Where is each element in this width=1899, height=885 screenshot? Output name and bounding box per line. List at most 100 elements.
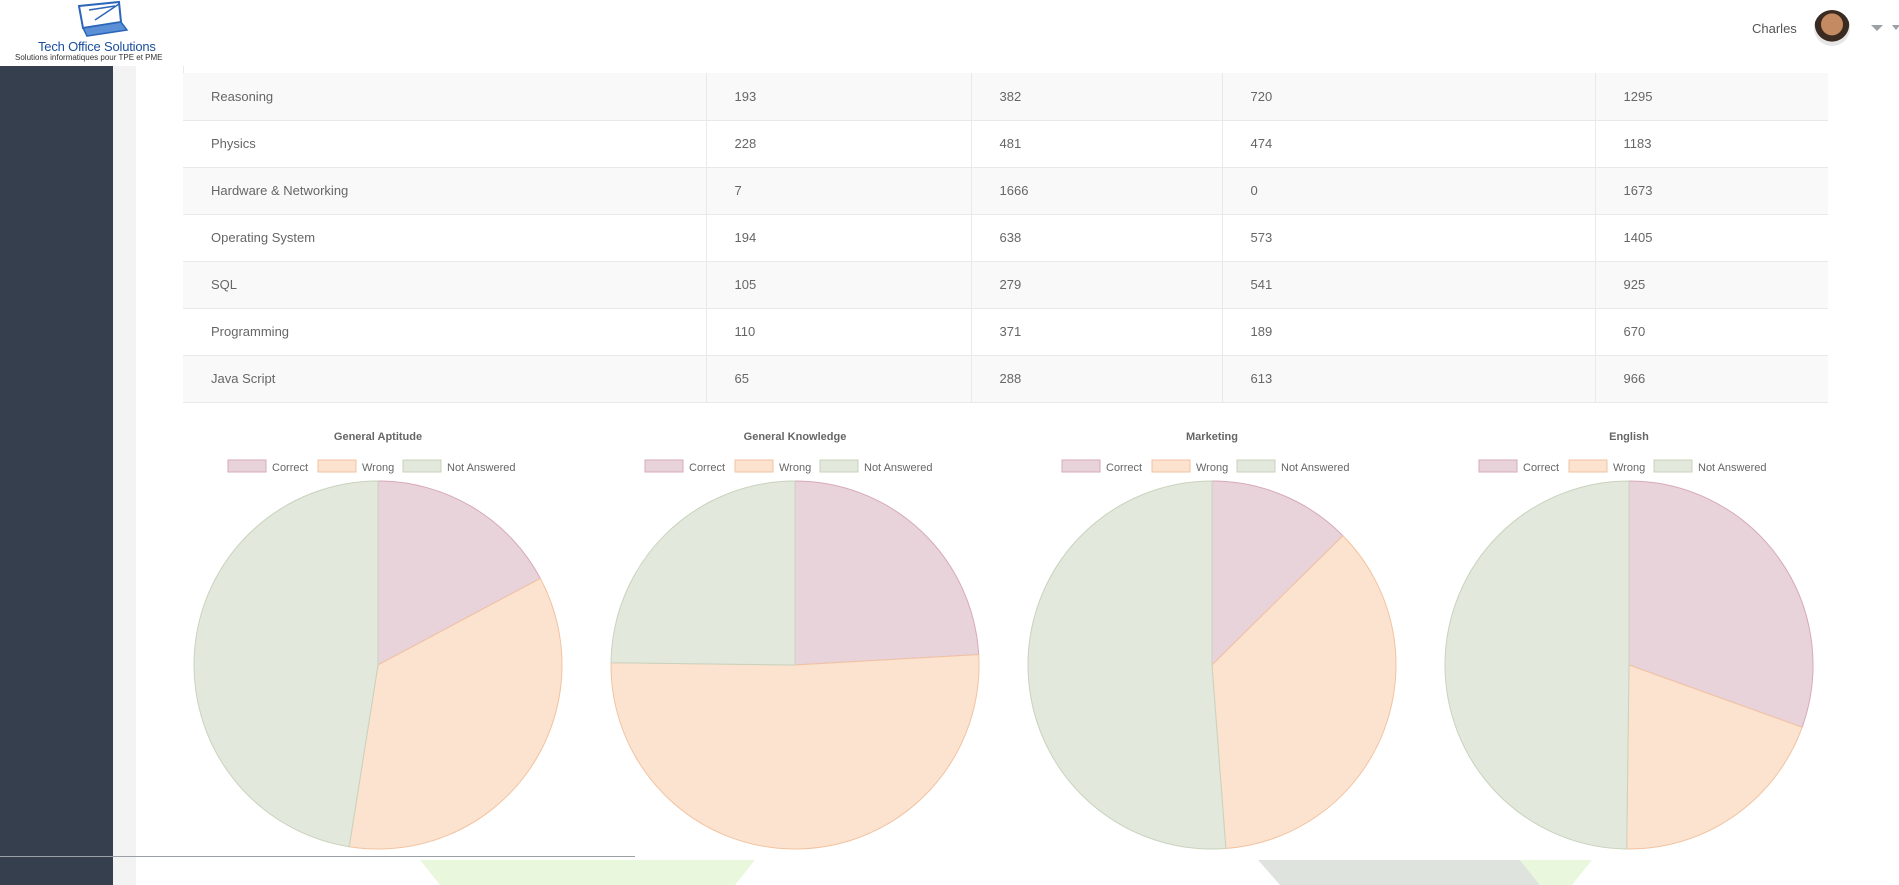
pie-slice-wrong[interactable] (1211, 535, 1397, 850)
next-charts-partial (420, 860, 1592, 885)
table-header-remnant (183, 66, 1828, 74)
legend-swatch[interactable] (1236, 459, 1276, 473)
cell-correct: 7 (706, 167, 972, 215)
laptop-logo-icon (77, 0, 129, 37)
partial-chart-shape (420, 860, 755, 885)
partial-chart-shape (1520, 860, 1592, 885)
legend-label[interactable]: Not Answered (1281, 462, 1349, 474)
chevron-down-icon[interactable] (1871, 25, 1883, 31)
cell-subject: Reasoning (183, 73, 707, 121)
table-row: Reasoning 193 382 720 1295 (183, 73, 1828, 121)
table-row: Hardware & Networking 7 1666 0 1673 (183, 167, 1828, 215)
legend-label[interactable]: Not Answered (447, 462, 515, 474)
cell-subject: Java Script (183, 355, 707, 403)
pie-slice-correct[interactable] (794, 480, 980, 666)
pie-slice-not-answered[interactable] (1444, 480, 1630, 850)
pie-charts-row: General Aptitude Correct Wrong Not Answered… (183, 420, 1828, 860)
cell-total: 670 (1595, 308, 1828, 356)
pie-slice-wrong[interactable] (610, 654, 980, 850)
scores-table: Reasoning 193 382 720 1295 Physics 228 481 474 11… (183, 73, 1828, 403)
legend-swatch[interactable] (644, 459, 684, 473)
pie-slice-wrong[interactable] (348, 577, 563, 850)
legend-label[interactable]: Correct (272, 462, 308, 474)
chart-title: General Aptitude (334, 431, 422, 443)
cell-wrong: 288 (971, 355, 1223, 403)
pie-slice-correct[interactable] (377, 480, 542, 666)
table-row: Programming 110 371 189 670 (183, 308, 1828, 356)
table-row: Operating System 194 638 573 1405 (183, 214, 1828, 262)
cell-subject: Programming (183, 308, 707, 356)
cell-not-answered: 573 (1222, 214, 1596, 262)
logo-tagline: Solutions informatiques pour TPE et PME (15, 53, 163, 62)
cell-wrong: 382 (971, 73, 1223, 121)
pie-slice-wrong[interactable] (1626, 664, 1803, 850)
top-navbar: Tech Office Solutions Solutions informat… (0, 0, 1899, 66)
cell-not-answered: 0 (1222, 167, 1596, 215)
cell-wrong: 638 (971, 214, 1223, 262)
pie-slice-correct[interactable] (1211, 480, 1344, 667)
legend-swatch[interactable] (227, 459, 267, 473)
legend-swatch[interactable] (1061, 459, 1101, 473)
table-row: Physics 228 481 474 1183 (183, 120, 1828, 168)
cell-total: 1405 (1595, 214, 1828, 262)
legend-swatch[interactable] (1151, 459, 1191, 473)
cell-correct: 110 (706, 308, 972, 356)
pie-chart: English Correct Wrong Not Answered (1444, 431, 1814, 850)
cell-subject: Operating System (183, 214, 707, 262)
legend-label[interactable]: Wrong (1196, 462, 1228, 474)
sidebar (0, 66, 113, 885)
pie-slice-not-answered[interactable] (610, 480, 796, 666)
pie-slice-not-answered[interactable] (1027, 480, 1227, 850)
cell-not-answered: 613 (1222, 355, 1596, 403)
table-row: Java Script 65 288 613 966 (183, 355, 1828, 403)
company-logo[interactable]: Tech Office Solutions Solutions informat… (10, 0, 190, 64)
legend-swatch[interactable] (1478, 459, 1518, 473)
partial-chart-shape (1258, 860, 1540, 885)
user-name[interactable]: Charles (1752, 21, 1797, 36)
pie-chart: General Knowledge Correct Wrong Not Answere… (610, 431, 980, 850)
table-row: SQL 105 279 541 925 (183, 261, 1828, 309)
legend-label[interactable]: Not Answered (1698, 462, 1766, 474)
chart-title: Marketing (1186, 431, 1238, 443)
user-avatar[interactable] (1814, 10, 1850, 46)
legend-label[interactable]: Correct (1523, 462, 1559, 474)
cell-wrong: 481 (971, 120, 1223, 168)
legend-swatch[interactable] (734, 459, 774, 473)
cell-not-answered: 189 (1222, 308, 1596, 356)
chevron-down-icon[interactable] (1892, 25, 1899, 30)
legend-label[interactable]: Wrong (362, 462, 394, 474)
cell-correct: 194 (706, 214, 972, 262)
cell-wrong: 371 (971, 308, 1223, 356)
cell-not-answered: 720 (1222, 73, 1596, 121)
cell-total: 925 (1595, 261, 1828, 309)
cell-wrong: 1666 (971, 167, 1223, 215)
cell-correct: 105 (706, 261, 972, 309)
pie-slice-not-answered[interactable] (193, 480, 379, 848)
cell-total: 1295 (1595, 73, 1828, 121)
legend-label[interactable]: Wrong (779, 462, 811, 474)
legend-swatch[interactable] (1653, 459, 1693, 473)
legend-label[interactable]: Correct (689, 462, 725, 474)
divider (0, 856, 635, 857)
logo-company-name: Tech Office Solutions (38, 39, 156, 54)
legend-swatch[interactable] (1568, 459, 1608, 473)
cell-wrong: 279 (971, 261, 1223, 309)
pie-chart: General Aptitude Correct Wrong Not Answered (193, 431, 563, 850)
legend-swatch[interactable] (402, 459, 442, 473)
pie-slice-correct[interactable] (1628, 480, 1814, 728)
legend-label[interactable]: Correct (1106, 462, 1142, 474)
legend-label[interactable]: Wrong (1613, 462, 1645, 474)
legend-label[interactable]: Not Answered (864, 462, 932, 474)
pie-chart: Marketing Correct Wrong Not Answered (1027, 431, 1397, 850)
cell-total: 1673 (1595, 167, 1828, 215)
cell-correct: 228 (706, 120, 972, 168)
legend-swatch[interactable] (819, 459, 859, 473)
cell-correct: 65 (706, 355, 972, 403)
cell-total: 966 (1595, 355, 1828, 403)
chart-title: English (1609, 431, 1649, 443)
cell-not-answered: 474 (1222, 120, 1596, 168)
chart-title: General Knowledge (744, 431, 847, 443)
cell-subject: SQL (183, 261, 707, 309)
legend-swatch[interactable] (317, 459, 357, 473)
cell-subject: Hardware & Networking (183, 167, 707, 215)
